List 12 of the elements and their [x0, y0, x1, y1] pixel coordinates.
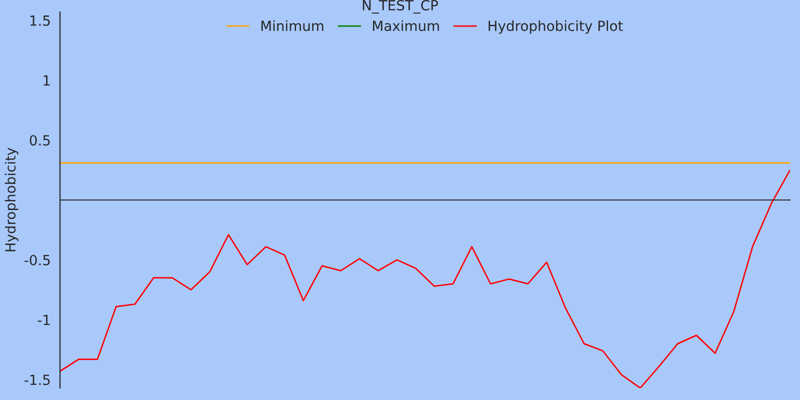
- y-tick-label: 0.5: [30, 135, 50, 146]
- y-tick-label: -1: [38, 314, 50, 326]
- line-series: [60, 169, 790, 388]
- y-tick-label: -1.5: [24, 374, 50, 386]
- legend-label: Hydrophobicity Plot: [488, 20, 623, 34]
- y-axis-title: Hydrophobicity: [4, 148, 18, 252]
- legend-label: Minimum: [261, 20, 324, 32]
- chart-title: N_TEST_CP: [362, 0, 438, 14]
- y-tick-label: -0.5: [24, 254, 50, 266]
- legend-label: Maximum: [373, 20, 439, 32]
- y-tick-label: 1.5: [30, 16, 50, 26]
- y-tick-label: 1: [44, 75, 50, 86]
